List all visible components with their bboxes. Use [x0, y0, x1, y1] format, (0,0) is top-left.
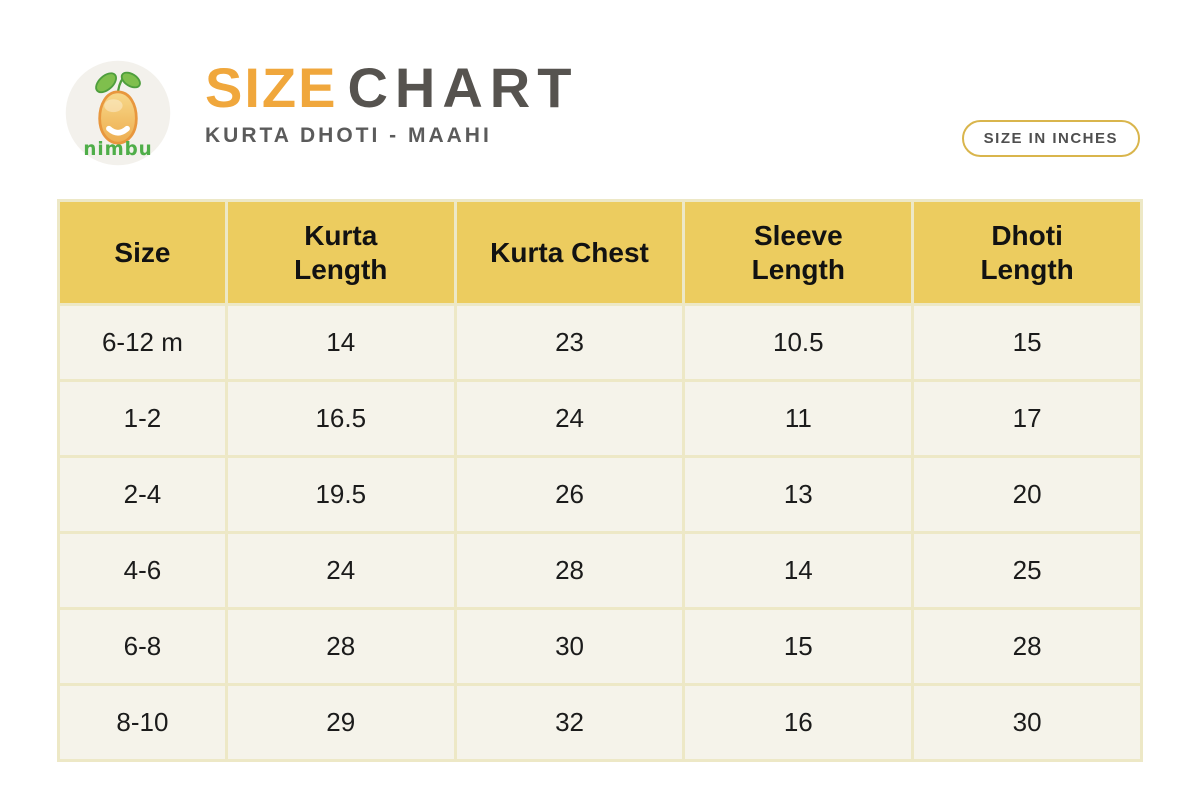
measurement-cell: 19.5 [224, 455, 457, 534]
size-table-head: Size Kurta Length Kurta Chest Sleeve Length… [57, 199, 1143, 306]
size-table: Size Kurta Length Kurta Chest Sleeve Length… [57, 199, 1143, 762]
measurement-cell: 25 [911, 531, 1143, 610]
measurement-cell: 16 [682, 683, 915, 762]
measurement-cell: 32 [453, 683, 686, 762]
size-chart-page: nimbu SIZE CHART KURTA DHOTI - MAAHI SIZE… [57, 0, 1143, 762]
measurement-cell: 24 [224, 531, 457, 610]
measurement-cell: 16.5 [224, 379, 457, 458]
column-header: Sleeve Length [682, 199, 915, 306]
size-cell: 4-6 [57, 531, 228, 610]
size-cell: 6-8 [57, 607, 228, 686]
measurement-cell: 13 [682, 455, 915, 534]
title-size: SIZE [205, 56, 338, 119]
brand-logo: nimbu [63, 58, 173, 168]
measurement-cell: 28 [453, 531, 686, 610]
column-header: Kurta Length [224, 199, 457, 306]
measurement-cell: 29 [224, 683, 457, 762]
page-subtitle: KURTA DHOTI - MAAHI [205, 124, 492, 147]
measurement-cell: 28 [224, 607, 457, 686]
measurement-cell: 20 [911, 455, 1143, 534]
measurement-cell: 14 [682, 531, 915, 610]
table-row: 6-12 m 14 23 10.5 15 [57, 303, 1143, 382]
table-row: 2-4 19.5 26 13 20 [57, 455, 1143, 534]
title-block: SIZE CHART KURTA DHOTI - MAAHI [205, 60, 578, 148]
measurement-cell: 23 [453, 303, 686, 382]
measurement-cell: 10.5 [682, 303, 915, 382]
size-table-body: 6-12 m 14 23 10.5 15 1-2 16.5 24 11 17 2-4 19.5 26 13… [57, 303, 1143, 762]
lemon-icon: nimbu [65, 60, 171, 166]
measurement-cell: 28 [911, 607, 1143, 686]
measurement-cell: 17 [911, 379, 1143, 458]
header: nimbu SIZE CHART KURTA DHOTI - MAAHI SIZE… [57, 0, 1143, 199]
size-table-header-row: Size Kurta Length Kurta Chest Sleeve Length… [57, 199, 1143, 306]
column-header: Size [57, 199, 228, 306]
measurement-cell: 15 [682, 607, 915, 686]
table-row: 4-6 24 28 14 25 [57, 531, 1143, 610]
title-chart: CHART [347, 56, 579, 119]
measurement-cell: 30 [911, 683, 1143, 762]
size-cell: 2-4 [57, 455, 228, 534]
column-header: Kurta Chest [453, 199, 686, 306]
measurement-cell: 30 [453, 607, 686, 686]
measurement-cell: 24 [453, 379, 686, 458]
page-title: SIZE CHART [205, 60, 578, 116]
size-cell: 1-2 [57, 379, 228, 458]
table-row: 1-2 16.5 24 11 17 [57, 379, 1143, 458]
measurement-cell: 14 [224, 303, 457, 382]
table-row: 6-8 28 30 15 28 [57, 607, 1143, 686]
size-cell: 8-10 [57, 683, 228, 762]
column-header: Dhoti Length [911, 199, 1143, 306]
measurement-cell: 11 [682, 379, 915, 458]
size-unit-badge: SIZE IN INCHES [961, 120, 1140, 157]
brand-wordmark: nimbu [83, 139, 152, 160]
table-row: 8-10 29 32 16 30 [57, 683, 1143, 762]
measurement-cell: 15 [911, 303, 1143, 382]
size-cell: 6-12 m [57, 303, 228, 382]
measurement-cell: 26 [453, 455, 686, 534]
